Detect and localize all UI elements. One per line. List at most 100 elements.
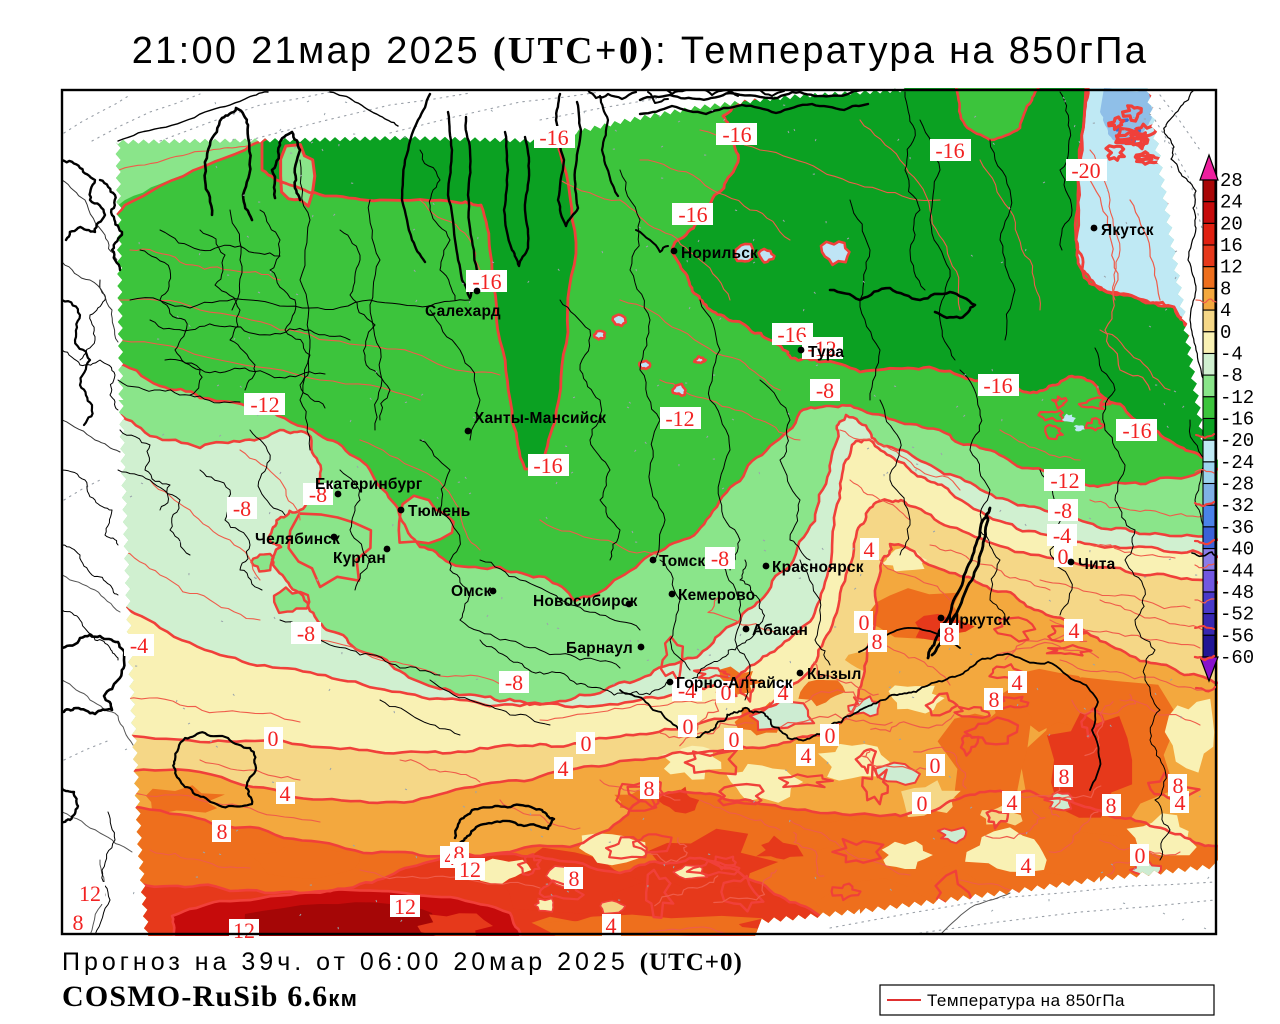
svg-text:-16: -16 [935, 138, 964, 163]
svg-text:Якутск: Якутск [1101, 222, 1154, 239]
svg-text:21:00 21мар 2025 (UTC+0): Темп: 21:00 21мар 2025 (UTC+0): Температура на… [132, 30, 1148, 72]
svg-text:-12: -12 [1050, 468, 1079, 493]
svg-text:Томск: Томск [659, 553, 705, 570]
svg-text:Чита: Чита [1078, 556, 1116, 573]
svg-text:Омск: Омск [451, 583, 492, 600]
svg-text:4: 4 [778, 680, 789, 705]
svg-text:-60: -60 [1220, 647, 1254, 669]
svg-text:8: 8 [454, 841, 465, 866]
svg-text:-48: -48 [1220, 582, 1254, 604]
svg-text:Норильск: Норильск [681, 245, 758, 262]
svg-text:Тюмень: Тюмень [408, 503, 470, 520]
svg-text:0: 0 [683, 714, 694, 739]
svg-text:-8: -8 [505, 670, 523, 695]
svg-text:4: 4 [1220, 300, 1231, 322]
svg-text:8: 8 [989, 687, 1000, 712]
svg-text:-40: -40 [1220, 539, 1254, 561]
svg-text:-52: -52 [1220, 604, 1254, 626]
svg-text:-8: -8 [711, 546, 729, 571]
svg-text:Барнаул: Барнаул [566, 640, 633, 657]
svg-text:8: 8 [73, 910, 84, 935]
svg-text:4: 4 [1069, 618, 1080, 643]
svg-text:20: 20 [1220, 213, 1243, 235]
svg-text:-4: -4 [678, 678, 696, 703]
svg-text:Челябинск: Челябинск [255, 531, 340, 548]
svg-text:-16: -16 [983, 373, 1012, 398]
svg-text:Салехард: Салехард [425, 303, 501, 320]
svg-text:-4: -4 [130, 633, 148, 658]
svg-text:-4: -4 [1053, 523, 1071, 548]
svg-text:-8: -8 [816, 378, 834, 403]
svg-text:Прогноз на 39ч. от 06:00 20мар: Прогноз на 39ч. от 06:00 20мар 2025 (UTC… [62, 948, 743, 976]
svg-text:12: 12 [79, 881, 101, 906]
svg-text:-20: -20 [1071, 158, 1100, 183]
svg-text:Ханты-Мансийск: Ханты-Мансийск [474, 410, 606, 427]
svg-text:-12: -12 [665, 406, 694, 431]
svg-text:-44: -44 [1220, 560, 1254, 582]
svg-text:-4: -4 [1220, 344, 1243, 366]
svg-text:0: 0 [268, 726, 279, 751]
svg-text:Екатеринбург: Екатеринбург [315, 476, 423, 493]
svg-text:-56: -56 [1220, 625, 1254, 647]
svg-text:Температура на 850гПа: Температура на 850гПа [927, 991, 1125, 1010]
svg-text:-12: -12 [1220, 387, 1254, 409]
svg-text:12: 12 [394, 894, 416, 919]
svg-text:4: 4 [1007, 790, 1018, 815]
svg-text:-16: -16 [533, 453, 562, 478]
svg-text:0: 0 [930, 753, 941, 778]
svg-text:-12: -12 [250, 392, 279, 417]
svg-text:Тура: Тура [808, 344, 844, 361]
svg-text:-24: -24 [1220, 452, 1254, 474]
svg-text:16: 16 [1220, 235, 1243, 257]
svg-text:8: 8 [872, 629, 883, 654]
svg-text:0: 0 [825, 723, 836, 748]
svg-text:4: 4 [801, 743, 812, 768]
svg-text:Иркутск: Иркутск [948, 612, 1010, 629]
svg-text:24: 24 [1220, 192, 1243, 214]
svg-text:-8: -8 [309, 482, 327, 507]
svg-text:Красноярск: Красноярск [772, 559, 864, 576]
svg-text:-16: -16 [678, 202, 707, 227]
svg-text:12: 12 [1220, 257, 1243, 279]
svg-text:-36: -36 [1220, 517, 1254, 539]
svg-text:Курган: Курган [333, 550, 386, 567]
svg-text:0: 0 [729, 727, 740, 752]
svg-text:8: 8 [1173, 773, 1184, 798]
svg-text:8: 8 [217, 819, 228, 844]
svg-text:0: 0 [1135, 843, 1146, 868]
svg-text:4: 4 [1175, 790, 1186, 815]
svg-text:Кызыл: Кызыл [807, 666, 862, 683]
svg-text:-8: -8 [297, 621, 315, 646]
svg-text:0: 0 [859, 610, 870, 635]
svg-text:4: 4 [864, 537, 875, 562]
svg-text:4: 4 [558, 756, 569, 781]
svg-text:8: 8 [1059, 764, 1070, 789]
svg-text:8: 8 [644, 776, 655, 801]
svg-text:28: 28 [1220, 170, 1243, 192]
svg-text:-8: -8 [1054, 498, 1072, 523]
svg-text:-16: -16 [777, 322, 806, 347]
svg-text:-20: -20 [1220, 430, 1254, 452]
svg-text:8: 8 [569, 866, 580, 891]
svg-text:0: 0 [917, 791, 928, 816]
svg-text:0: 0 [721, 680, 732, 705]
svg-text:Абакан: Абакан [752, 622, 808, 639]
svg-text:-28: -28 [1220, 474, 1254, 496]
svg-text:-16: -16 [539, 125, 568, 150]
svg-text:4: 4 [606, 913, 617, 938]
svg-text:12: 12 [233, 918, 255, 943]
svg-text:0: 0 [1058, 544, 1069, 569]
svg-text:COSMO-RuSib 6.6км: COSMO-RuSib 6.6км [62, 980, 358, 1013]
svg-text:-32: -32 [1220, 495, 1254, 517]
svg-text:12: 12 [459, 857, 481, 882]
svg-text:-16: -16 [1220, 409, 1254, 431]
svg-text:0: 0 [1220, 322, 1231, 344]
svg-text:0: 0 [581, 731, 592, 756]
svg-text:-8: -8 [233, 496, 251, 521]
svg-text:-8: -8 [1220, 365, 1243, 387]
svg-text:Горно-Алтайск: Горно-Алтайск [676, 675, 793, 692]
svg-text:8: 8 [944, 622, 955, 647]
svg-text:8: 8 [1106, 793, 1117, 818]
svg-text:-12: -12 [807, 336, 836, 361]
svg-text:4: 4 [1012, 670, 1023, 695]
